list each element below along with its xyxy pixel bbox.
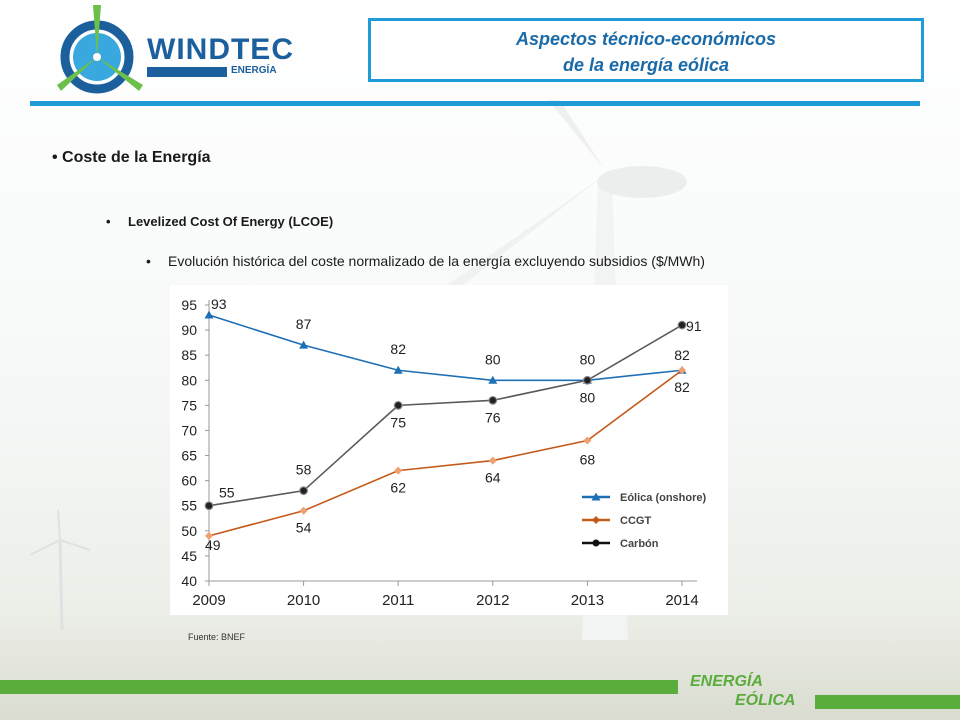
turbine-logo-icon [57, 5, 143, 94]
data-label-e-lica-onshore: 80 [485, 351, 501, 367]
y-tick-label: 80 [181, 372, 197, 388]
logo-bar [147, 67, 227, 77]
data-label-carb-n: 75 [390, 414, 406, 430]
bullet-level-1: • Coste de la Energía [52, 149, 211, 167]
data-label-carb-n: 76 [485, 409, 501, 425]
data-label-ccgt: 49 [205, 537, 221, 553]
data-label-ccgt: 64 [485, 470, 501, 486]
bullet-level-3-text: Evolución histórica del coste normalizad… [168, 253, 705, 269]
series-line-ccgt [208, 369, 683, 537]
y-tick-label: 40 [181, 573, 197, 589]
x-tick-label: 2014 [665, 592, 698, 609]
header-divider [30, 101, 920, 106]
title-line-2: de la energía eólica [562, 55, 730, 75]
bullet-dot: • [146, 253, 151, 269]
lcoe-chart: 40 45 50 55 60 65 70 75 80 85 90 95 2009 2010 2011 2012… [170, 285, 728, 615]
legend-marker-e-lica-onshore [591, 492, 601, 501]
y-tick-label: 75 [181, 397, 197, 413]
data-label-carb-n: 80 [580, 389, 596, 405]
legend-marker-carb-n [592, 539, 600, 547]
data-point-carb-n [583, 375, 592, 385]
data-label-carb-n: 91 [686, 318, 702, 334]
footer-green-bar-right [815, 695, 960, 709]
x-tick-label: 2009 [192, 592, 225, 609]
series-line-carb-n [208, 324, 683, 507]
data-point-carb-n [677, 320, 687, 330]
data-point-e-lica-onshore [488, 375, 498, 384]
y-tick-label: 70 [181, 422, 197, 438]
legend-label-e-lica-onshore: Eólica (onshore) [620, 492, 707, 504]
data-label-carb-n: 55 [219, 485, 235, 501]
data-label-e-lica-onshore: 82 [390, 341, 406, 357]
x-tick-label: 2012 [476, 592, 509, 609]
title-box: Aspectos técnico-económicos de la energí… [368, 18, 924, 82]
y-tick-label: 50 [181, 523, 197, 539]
series-line-e-lica-onshore [208, 314, 683, 382]
data-point-e-lica-onshore [299, 340, 309, 349]
data-label-e-lica-onshore: 82 [674, 347, 690, 363]
bullet-level-2: • Levelized Cost Of Energy (LCOE) [106, 214, 333, 229]
x-tick-label: 2010 [287, 592, 320, 609]
y-tick-label: 60 [181, 473, 197, 489]
y-tick-label: 45 [181, 548, 197, 564]
y-tick-label: 85 [181, 347, 197, 363]
bullet-level-3: • Evolución histórica del coste normaliza… [146, 253, 705, 269]
data-point-e-lica-onshore [393, 365, 403, 374]
data-point-ccgt [299, 506, 308, 515]
bullet-level-1-text: Coste de la Energía [62, 149, 211, 166]
data-point-ccgt [205, 531, 213, 540]
bullet-dot: • [52, 149, 63, 166]
legend-marker-ccgt [592, 516, 600, 524]
data-point-ccgt [394, 466, 403, 475]
data-point-carb-n [204, 501, 214, 511]
title-line-1: Aspectos técnico-económicos [515, 29, 777, 49]
data-label-e-lica-onshore: 80 [580, 351, 596, 367]
y-tick-label: 90 [181, 322, 197, 338]
y-tick-label: 95 [181, 297, 197, 313]
data-label-ccgt: 82 [674, 379, 690, 395]
data-point-carb-n [393, 400, 403, 410]
legend-label-ccgt: CCGT [620, 515, 651, 527]
data-label-e-lica-onshore: 87 [296, 316, 312, 332]
data-label-carb-n: 58 [296, 462, 312, 478]
data-point-carb-n [488, 395, 498, 405]
legend-label-carb-n: Carbón [620, 538, 659, 550]
data-point-ccgt [583, 436, 592, 445]
windtec-logo: WINDTEC ENERGÍA [55, 5, 295, 100]
data-label-ccgt: 54 [296, 520, 312, 536]
footer-label-eolica: EÓLICA [735, 692, 796, 709]
footer-label-energia: ENERGÍA [690, 673, 763, 690]
data-label-e-lica-onshore: 93 [211, 296, 227, 312]
data-label-ccgt: 62 [390, 480, 406, 496]
x-tick-label: 2011 [382, 592, 414, 609]
logo-wordmark: WINDTEC [147, 33, 294, 66]
y-tick-label: 55 [181, 498, 197, 514]
bullet-dot: • [106, 214, 111, 229]
data-point-ccgt [678, 366, 686, 375]
small-turbine-image [29, 510, 91, 630]
lcoe-line-chart: 40 45 50 55 60 65 70 75 80 85 90 95 2009 2010 2011 2012… [181, 296, 707, 609]
bullet-level-2-text: Levelized Cost Of Energy (LCOE) [128, 214, 334, 229]
y-tick-label: 65 [181, 448, 197, 464]
data-point-carb-n [299, 486, 309, 496]
source-note: Fuente: BNEF [188, 632, 246, 642]
data-point-e-lica-onshore [204, 310, 214, 319]
data-point-ccgt [488, 456, 497, 465]
footer-green-bar [0, 680, 678, 694]
x-tick-label: 2013 [571, 592, 604, 609]
data-label-ccgt: 68 [580, 451, 596, 467]
logo-subtitle: ENERGÍA [231, 65, 277, 76]
